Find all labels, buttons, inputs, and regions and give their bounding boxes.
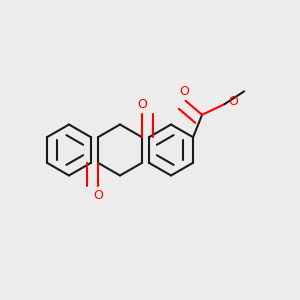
Text: O: O — [228, 95, 238, 108]
Text: O: O — [179, 85, 189, 98]
Text: O: O — [137, 98, 147, 111]
Text: O: O — [93, 189, 103, 202]
